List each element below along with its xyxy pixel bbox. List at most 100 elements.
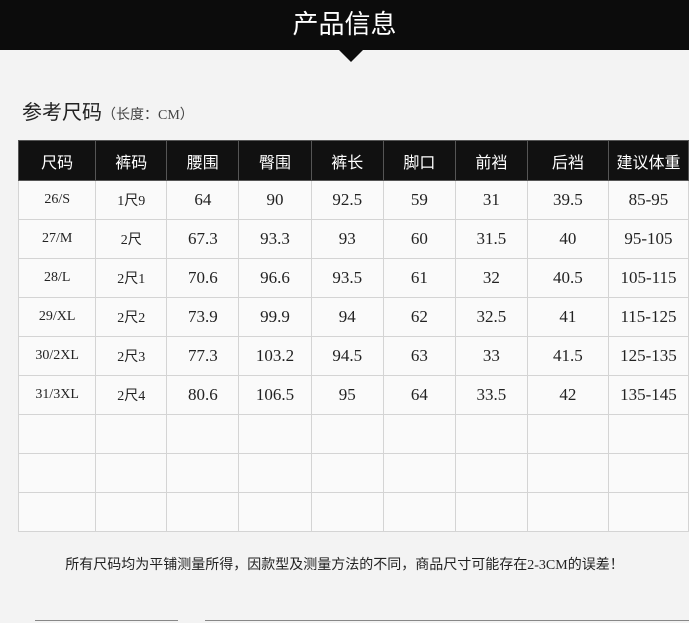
cell: 42 [526, 375, 609, 415]
cell: 92.5 [310, 180, 384, 220]
cell: 70.6 [166, 258, 240, 298]
section-heading: 参考尺码（长度：CM） [22, 96, 194, 125]
empty-cell [382, 492, 456, 532]
cell: 39.5 [526, 180, 609, 220]
empty-row [17, 453, 689, 493]
empty-cell [526, 414, 609, 454]
empty-row [17, 414, 689, 454]
cell: 67.3 [166, 219, 240, 259]
cell: 90 [238, 180, 312, 220]
cell: 40.5 [526, 258, 609, 298]
empty-cell [95, 414, 168, 454]
empty-cell [17, 414, 97, 454]
cell: 32 [454, 258, 528, 298]
table-row: 27/M 2尺 67.3 93.3 93 60 31.5 40 95-105 [17, 219, 689, 259]
column-header: 臀围 [238, 140, 312, 181]
size-table: 尺码 裤码 腰围 臀围 裤长 脚口 前裆 后裆 建议体重 26/S 1尺9 64 90 92.5 59 31 3… [17, 140, 689, 532]
cell: 41 [526, 297, 609, 337]
cell: 95 [310, 375, 384, 415]
cell: 41.5 [526, 336, 609, 376]
empty-cell [166, 453, 240, 493]
cell: 93.3 [238, 219, 312, 259]
column-header: 裤长 [310, 140, 384, 181]
cell: 77.3 [166, 336, 240, 376]
cell: 61 [382, 258, 456, 298]
empty-cell [238, 414, 312, 454]
empty-cell [526, 492, 609, 532]
cell: 40 [526, 219, 609, 259]
cell: 33 [454, 336, 528, 376]
cell: 99.9 [238, 297, 312, 337]
banner-title: 产品信息 [0, 0, 689, 50]
cell: 105-115 [607, 258, 689, 298]
cell: 73.9 [166, 297, 240, 337]
cell: 2尺1 [95, 258, 168, 298]
cell: 106.5 [238, 375, 312, 415]
cell: 95-105 [607, 219, 689, 259]
empty-cell [382, 453, 456, 493]
cell: 96.6 [238, 258, 312, 298]
cell: 125-135 [607, 336, 689, 376]
cell: 64 [382, 375, 456, 415]
cell: 103.2 [238, 336, 312, 376]
column-header: 脚口 [382, 140, 456, 181]
empty-cell [310, 492, 384, 532]
column-header: 尺码 [17, 140, 97, 181]
column-header: 裤码 [95, 140, 168, 181]
cell: 135-145 [607, 375, 689, 415]
cell: 2尺2 [95, 297, 168, 337]
empty-cell [526, 453, 609, 493]
table-row: 28/L 2尺1 70.6 96.6 93.5 61 32 40.5 105-115 [17, 258, 689, 298]
cell: 60 [382, 219, 456, 259]
empty-cell [382, 414, 456, 454]
cell: 30/2XL [17, 336, 97, 376]
column-header: 建议体重 [607, 140, 689, 181]
cell: 29/XL [17, 297, 97, 337]
empty-cell [607, 492, 689, 532]
empty-cell [454, 414, 528, 454]
cell: 33.5 [454, 375, 528, 415]
empty-row [17, 492, 689, 532]
table-row: 26/S 1尺9 64 90 92.5 59 31 39.5 85-95 [17, 180, 689, 220]
header-row: 尺码 裤码 腰围 臀围 裤长 脚口 前裆 后裆 建议体重 [17, 140, 689, 181]
empty-cell [607, 414, 689, 454]
cell: 59 [382, 180, 456, 220]
note: 所有尺码均为平铺测量所得，因款型及测量方法的不同，商品尺寸可能存在2-3CM的误… [65, 558, 624, 573]
cell: 31 [454, 180, 528, 220]
empty-cell [310, 414, 384, 454]
column-header: 腰围 [166, 140, 240, 181]
banner-arrow [339, 50, 363, 62]
cell: 93 [310, 219, 384, 259]
cell: 62 [382, 297, 456, 337]
section-title: 参考尺码 [22, 102, 102, 124]
cell: 1尺9 [95, 180, 168, 220]
empty-cell [238, 492, 312, 532]
empty-cell [310, 453, 384, 493]
cell: 80.6 [166, 375, 240, 415]
cell: 32.5 [454, 297, 528, 337]
cell: 64 [166, 180, 240, 220]
empty-cell [17, 453, 97, 493]
table-row: 29/XL 2尺2 73.9 99.9 94 62 32.5 41 115-125 [17, 297, 689, 337]
cell: 85-95 [607, 180, 689, 220]
cell: 2尺 [95, 219, 168, 259]
cell: 2尺3 [95, 336, 168, 376]
unit: （长度：CM） [102, 108, 194, 123]
empty-cell [17, 492, 97, 532]
empty-cell [454, 453, 528, 493]
empty-cell [166, 414, 240, 454]
cell: 28/L [17, 258, 97, 298]
table-row: 30/2XL 2尺3 77.3 103.2 94.5 63 33 41.5 125-135 [17, 336, 689, 376]
cell: 31/3XL [17, 375, 97, 415]
cell: 31.5 [454, 219, 528, 259]
empty-cell [166, 492, 240, 532]
empty-cell [95, 492, 168, 532]
cell: 26/S [17, 180, 97, 220]
empty-cell [238, 453, 312, 493]
empty-cell [454, 492, 528, 532]
cell: 115-125 [607, 297, 689, 337]
cell: 27/M [17, 219, 97, 259]
divider [35, 620, 178, 621]
cell: 94 [310, 297, 384, 337]
